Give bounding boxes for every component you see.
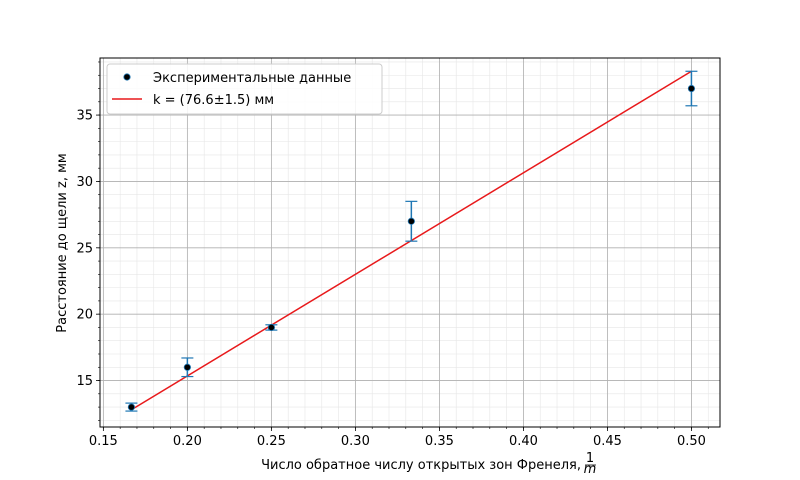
x-tick-label: 0.15 — [89, 434, 118, 449]
x-axis-label: Число обратное числу открытых зон Френел… — [261, 458, 581, 473]
x-tick-label: 0.25 — [257, 434, 286, 449]
y-tick-label: 20 — [76, 308, 93, 323]
legend-label-fit: k = (76.6±1.5) мм — [153, 93, 274, 108]
y-tick-label: 30 — [76, 175, 93, 190]
x-tick-label: 0.45 — [593, 434, 622, 449]
legend-marker-experimental — [123, 73, 131, 81]
x-tick-label: 0.35 — [425, 434, 454, 449]
x-tick-label: 0.40 — [509, 434, 538, 449]
major-grid — [100, 58, 720, 427]
y-tick-label: 25 — [76, 241, 93, 256]
data-point — [127, 403, 136, 411]
y-axis-label: Расстояние до щели z, мм — [55, 153, 70, 332]
x-axis-label-fraction-denominator: m — [584, 462, 597, 477]
data-point — [407, 217, 415, 225]
plot-series — [125, 70, 698, 412]
legend-label-experimental: Экспериментальные данные — [153, 71, 351, 86]
x-tick-label: 0.30 — [341, 434, 370, 449]
y-tick-label: 15 — [76, 374, 93, 389]
x-axis-label-fraction-numerator: 1 — [586, 451, 594, 466]
data-point — [267, 323, 275, 332]
data-point — [183, 363, 191, 371]
x-axis-label-fraction: 1 m — [584, 451, 597, 477]
x-tick-label: 0.20 — [173, 434, 202, 449]
y-tick-label: 35 — [76, 109, 93, 124]
legend: Экспериментальные данные k = (76.6±1.5) … — [106, 63, 383, 115]
legend-box — [106, 63, 383, 115]
plot-frame — [99, 57, 721, 428]
data-point — [687, 84, 696, 93]
x-tick-label: 0.50 — [677, 434, 706, 449]
